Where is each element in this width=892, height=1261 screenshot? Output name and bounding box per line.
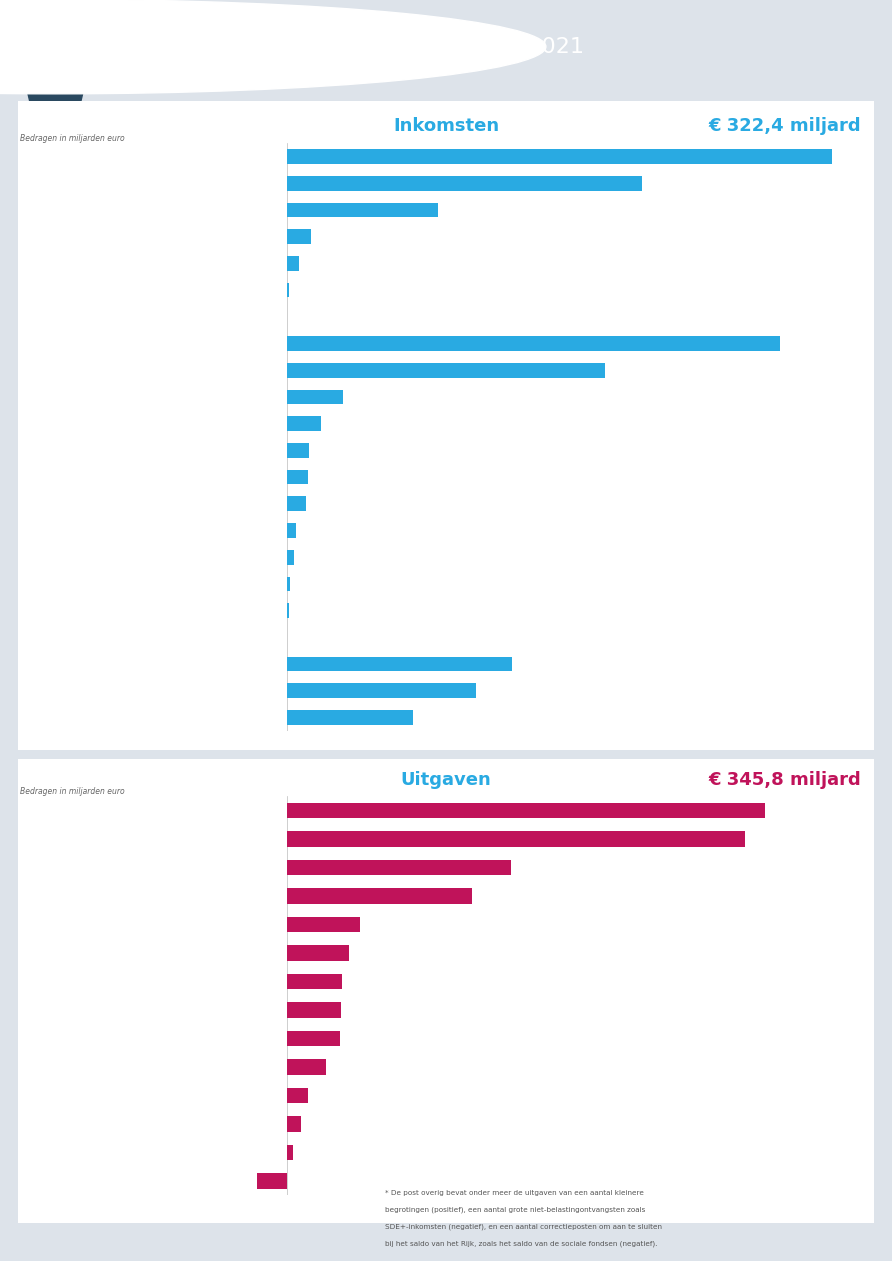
Text: begrotingen (positief), een aantal grote niet-belastingontvangsten zoals: begrotingen (positief), een aantal grote… xyxy=(384,1207,645,1213)
Bar xyxy=(287,803,765,818)
FancyBboxPatch shape xyxy=(9,754,883,1228)
Bar xyxy=(287,282,289,298)
Bar xyxy=(287,149,831,164)
Bar xyxy=(287,576,291,591)
Bar xyxy=(287,1088,308,1103)
Bar xyxy=(287,683,476,699)
Circle shape xyxy=(0,0,546,93)
Bar xyxy=(287,710,413,725)
Bar xyxy=(287,443,309,458)
Text: € 322,4 miljard: € 322,4 miljard xyxy=(708,117,862,135)
Bar xyxy=(287,416,321,431)
Text: SDE+-inkomsten (negatief), en een aantal correctieposten om aan te sluiten: SDE+-inkomsten (negatief), en een aantal… xyxy=(384,1224,662,1231)
Bar xyxy=(287,550,294,565)
Bar xyxy=(287,390,343,405)
Text: Inkomsten: Inkomsten xyxy=(393,117,499,135)
Bar xyxy=(287,946,349,961)
Text: € 345,8 miljard: € 345,8 miljard xyxy=(708,770,862,788)
Bar xyxy=(287,1030,341,1047)
Bar xyxy=(287,1116,301,1132)
Bar xyxy=(287,831,746,847)
Bar xyxy=(287,497,306,511)
Bar xyxy=(287,175,641,190)
Bar xyxy=(287,469,308,484)
Bar xyxy=(287,1145,293,1160)
Text: Bedragen in miljarden euro: Bedragen in miljarden euro xyxy=(21,134,125,142)
Bar xyxy=(287,523,296,537)
Bar xyxy=(287,860,510,875)
Bar xyxy=(287,973,342,990)
Bar xyxy=(257,1173,287,1189)
Text: Uitgaven: Uitgaven xyxy=(401,770,491,788)
Bar xyxy=(287,203,438,217)
Bar xyxy=(287,256,299,271)
FancyBboxPatch shape xyxy=(9,95,883,757)
Bar xyxy=(287,1059,326,1074)
Text: bij het saldo van het Rijk, zoals het saldo van de sociale fondsen (negatief).: bij het saldo van het Rijk, zoals het sa… xyxy=(384,1241,657,1247)
Bar xyxy=(287,657,512,671)
Bar xyxy=(287,1002,341,1018)
Bar xyxy=(287,917,360,932)
Ellipse shape xyxy=(23,0,87,136)
Text: Bedragen in miljarden euro: Bedragen in miljarden euro xyxy=(21,787,125,796)
Bar xyxy=(287,888,472,904)
Bar xyxy=(287,603,289,618)
Bar xyxy=(287,230,311,243)
Bar xyxy=(287,337,780,351)
Text: * De post overig bevat onder meer de uitgaven van een aantal kleinere: * De post overig bevat onder meer de uit… xyxy=(384,1189,644,1195)
Bar xyxy=(287,363,605,377)
Text: Overzicht inkomsten en uitgaven Rijk 2021: Overzicht inkomsten en uitgaven Rijk 202… xyxy=(103,37,583,57)
